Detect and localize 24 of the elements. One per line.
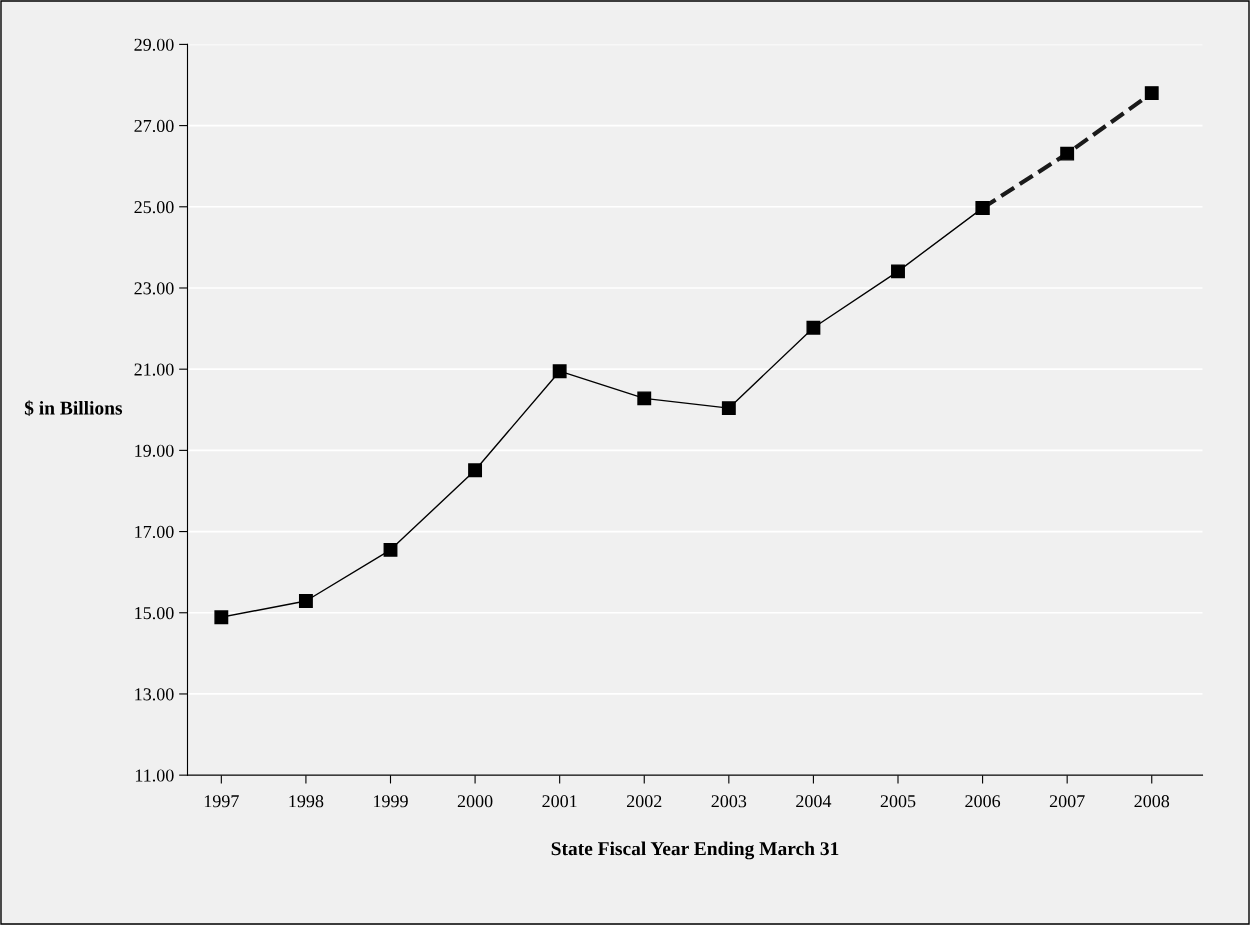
y-tick-label: 11.00 xyxy=(135,769,174,782)
x-tick-label: 2007 xyxy=(1049,795,1085,808)
y-tick-label: 13.00 xyxy=(135,688,174,701)
y-tick-label: 27.00 xyxy=(134,119,174,133)
y-axis-title: $ in Billions xyxy=(24,400,123,416)
x-tick-label: 1999 xyxy=(374,795,408,808)
y-tick-label: 17.00 xyxy=(135,525,174,539)
y-tick-label: 23.00 xyxy=(134,282,174,295)
x-tick-label: 2008 xyxy=(1134,795,1170,808)
x-tick-label: 2000 xyxy=(457,795,493,808)
y-tick-label: 15.00 xyxy=(135,607,174,620)
x-tick-label: 2001 xyxy=(542,795,577,808)
x-tick-label: 2004 xyxy=(796,795,832,808)
x-axis-title: State Fiscal Year Ending March 31 xyxy=(551,841,839,860)
y-tick-label: 25.00 xyxy=(134,201,174,214)
x-tick-label: 1998 xyxy=(289,795,324,808)
x-tick-label: 2003 xyxy=(711,795,747,808)
y-tick-label: 19.00 xyxy=(135,444,174,457)
y-tick-label: 21.00 xyxy=(134,363,174,376)
x-tick-label: 1997 xyxy=(204,795,239,808)
x-tick-label: 2006 xyxy=(965,795,1001,808)
x-tick-label: 2002 xyxy=(626,795,662,808)
x-tick-label: 2005 xyxy=(880,795,916,808)
y-tick-label: 29.00 xyxy=(134,38,174,51)
